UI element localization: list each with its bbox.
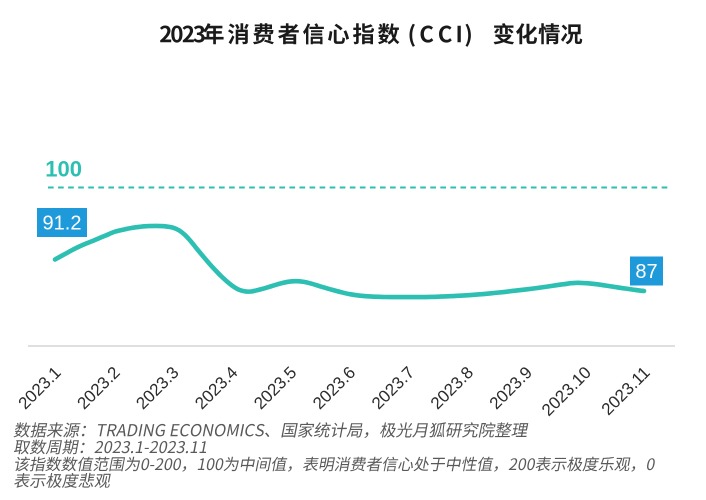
svg-text:87: 87 [635, 261, 657, 283]
svg-text:100: 100 [45, 157, 82, 182]
svg-text:91.2: 91.2 [43, 213, 82, 235]
